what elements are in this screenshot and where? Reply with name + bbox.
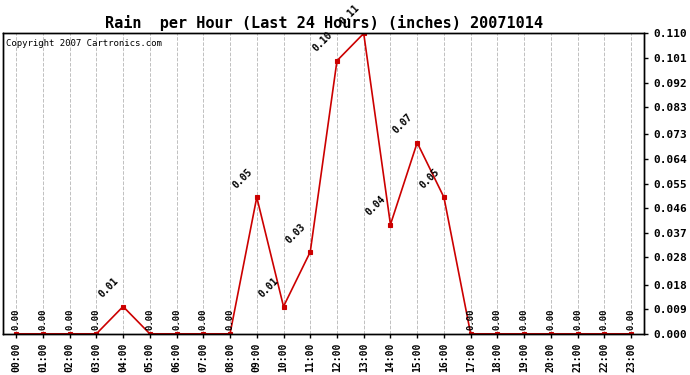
Text: 0.00: 0.00 (172, 308, 181, 330)
Title: Rain  per Hour (Last 24 Hours) (inches) 20071014: Rain per Hour (Last 24 Hours) (inches) 2… (105, 15, 542, 31)
Text: 0.01: 0.01 (97, 276, 120, 300)
Text: 0.00: 0.00 (65, 308, 74, 330)
Text: 0.07: 0.07 (391, 112, 415, 136)
Text: 0.00: 0.00 (39, 308, 48, 330)
Text: 0.00: 0.00 (12, 308, 21, 330)
Text: 0.04: 0.04 (364, 194, 388, 217)
Text: 0.00: 0.00 (600, 308, 609, 330)
Text: 0.00: 0.00 (627, 308, 635, 330)
Text: 0.00: 0.00 (466, 308, 475, 330)
Text: 0.00: 0.00 (493, 308, 502, 330)
Text: 0.10: 0.10 (310, 30, 334, 54)
Text: 0.00: 0.00 (92, 308, 101, 330)
Text: 0.03: 0.03 (284, 221, 308, 245)
Text: 0.05: 0.05 (417, 166, 441, 190)
Text: 0.00: 0.00 (226, 308, 235, 330)
Text: 0.00: 0.00 (546, 308, 555, 330)
Text: 0.00: 0.00 (199, 308, 208, 330)
Text: 0.11: 0.11 (337, 3, 361, 27)
Text: 0.00: 0.00 (520, 308, 529, 330)
Text: 0.00: 0.00 (146, 308, 155, 330)
Text: 0.05: 0.05 (230, 166, 254, 190)
Text: Copyright 2007 Cartronics.com: Copyright 2007 Cartronics.com (6, 39, 162, 48)
Text: 0.00: 0.00 (573, 308, 582, 330)
Text: 0.01: 0.01 (257, 276, 281, 300)
